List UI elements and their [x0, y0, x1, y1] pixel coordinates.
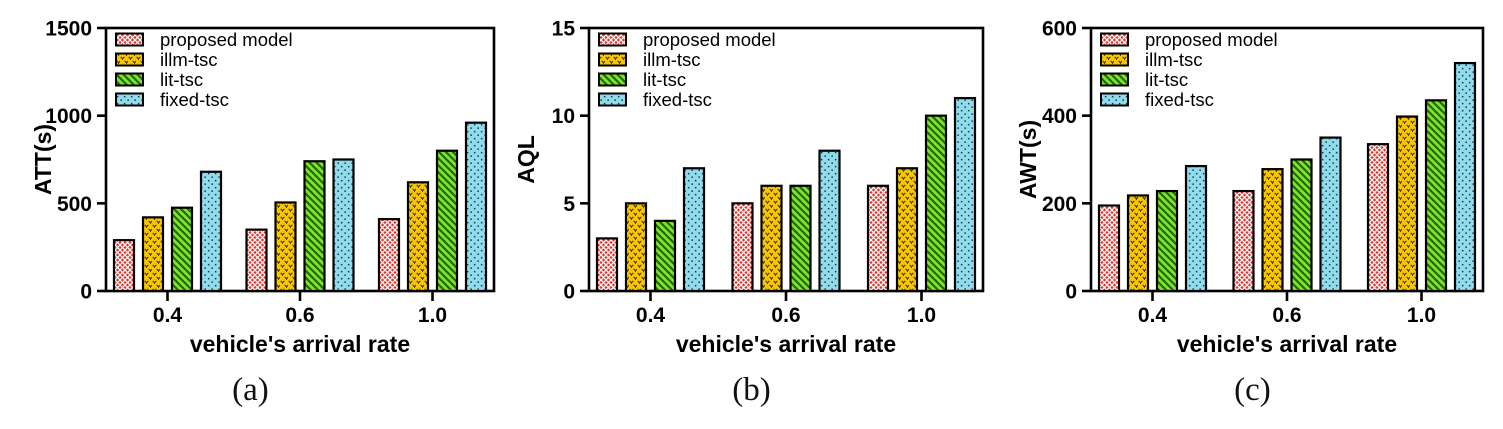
- x-tick-label: 0.4: [1138, 304, 1168, 327]
- bar: [377, 218, 401, 293]
- panel-caption-a: (a): [232, 372, 269, 408]
- bar: [653, 219, 677, 293]
- plot-svg-b: 0 5 10 15 0.4 0.6 1.0 vehicle's arrival rate AQL…: [513, 18, 985, 357]
- y-tick-label: 0: [80, 281, 92, 304]
- bar: [245, 228, 268, 293]
- x-tick-label: 1.0: [907, 304, 936, 327]
- bar: [866, 184, 890, 293]
- bar: [1155, 189, 1179, 293]
- x-tick-label: 0.4: [153, 304, 183, 327]
- bar: [1126, 194, 1150, 293]
- legend-label: proposed model: [160, 29, 293, 50]
- bar: [332, 158, 355, 293]
- x-axis-title: vehicle's arrival rate: [676, 331, 896, 357]
- y-tick-label: 1500: [45, 18, 92, 41]
- bar: [1261, 168, 1284, 293]
- chart-panel-c: 0 200 400 600 0.4 0.6 1.0 vehicle's arrival rat…: [1002, 0, 1503, 429]
- legend-label: illm-tsc: [1145, 49, 1203, 70]
- bar: [1290, 158, 1313, 293]
- bar: [1366, 143, 1390, 293]
- panel-caption-c: (c): [1234, 372, 1271, 408]
- chart-panel-a: 0 500 1000 1500 0.4 0.6 1.0 vehicle's arrival r…: [0, 0, 501, 429]
- bar: [1232, 189, 1255, 293]
- y-tick-label: 0: [563, 281, 575, 304]
- bar: [112, 239, 136, 293]
- x-axis-title: vehicle's arrival rate: [190, 331, 410, 357]
- bar: [731, 202, 754, 293]
- chart-panel-b: 0 5 10 15 0.4 0.6 1.0 vehicle's arrival rate AQL…: [501, 0, 1002, 429]
- y-tick-label: 10: [552, 105, 575, 128]
- bar: [141, 216, 165, 293]
- y-tick-label: 15: [552, 18, 576, 41]
- legend-label: lit-tsc: [160, 69, 203, 90]
- y-tick-label: 200: [1042, 193, 1077, 216]
- bar: [760, 184, 783, 293]
- plot-svg-a: 0 500 1000 1500 0.4 0.6 1.0 vehicle's arrival r…: [30, 18, 496, 357]
- bar: [170, 206, 194, 293]
- bar: [818, 149, 841, 293]
- bar: [682, 167, 706, 293]
- bar: [924, 114, 948, 293]
- y-tick-label: 0: [1065, 281, 1077, 304]
- x-tick-label: 0.6: [1272, 304, 1301, 327]
- legend-swatch: [598, 72, 627, 87]
- legend-swatch: [1100, 52, 1129, 67]
- x-tick-label: 0.6: [771, 304, 800, 327]
- bar: [274, 201, 297, 293]
- y-tick-label: 5: [563, 193, 575, 216]
- y-tick-label: 1000: [45, 105, 92, 128]
- x-tick-label: 0.4: [636, 304, 666, 327]
- bar: [406, 181, 430, 293]
- legend-swatch: [598, 32, 627, 47]
- bar: [1097, 204, 1121, 293]
- bar: [435, 149, 459, 293]
- legend-label: proposed model: [1145, 29, 1278, 50]
- legend-swatch: [115, 52, 144, 67]
- bar: [303, 160, 326, 293]
- legend-label: illm-tsc: [643, 49, 701, 70]
- bar: [199, 170, 223, 293]
- legend-swatch: [115, 32, 144, 47]
- y-tick-label: 500: [57, 193, 92, 216]
- bar: [789, 184, 812, 293]
- bar: [1319, 136, 1342, 293]
- bar: [464, 121, 488, 293]
- legend-label: fixed-tsc: [643, 89, 712, 110]
- plot-svg-c: 0 200 400 600 0.4 0.6 1.0 vehicle's arrival rat…: [1015, 18, 1485, 357]
- legend-label: proposed model: [643, 29, 776, 50]
- bar: [953, 97, 977, 293]
- bar: [1453, 61, 1477, 293]
- legend-label: lit-tsc: [643, 69, 686, 90]
- x-tick-label: 1.0: [418, 304, 447, 327]
- panel-caption-b: (b): [732, 372, 771, 408]
- legend-label: fixed-tsc: [1145, 89, 1214, 110]
- bar: [1184, 164, 1208, 293]
- x-tick-label: 1.0: [1407, 304, 1436, 327]
- legend-swatch: [115, 72, 144, 87]
- y-tick-label: 600: [1042, 18, 1077, 41]
- legend-label: lit-tsc: [1145, 69, 1188, 90]
- legend-swatch: [1100, 32, 1129, 47]
- legend-swatch: [598, 52, 627, 67]
- legend-swatch: [115, 92, 144, 107]
- x-tick-label: 0.6: [285, 304, 314, 327]
- bar: [895, 167, 919, 293]
- y-axis-title: ATT(s): [30, 124, 56, 195]
- y-tick-label: 400: [1042, 105, 1077, 128]
- bar: [1395, 115, 1419, 293]
- y-axis-title: AWT(s): [1015, 120, 1041, 199]
- y-axis-title: AQL: [513, 135, 539, 184]
- bar: [624, 202, 648, 293]
- legend-label: fixed-tsc: [160, 89, 229, 110]
- legend-swatch: [1100, 92, 1129, 107]
- bar: [595, 237, 619, 293]
- legend-swatch: [1100, 72, 1129, 87]
- legend-swatch: [598, 92, 627, 107]
- legend-label: illm-tsc: [160, 49, 218, 70]
- x-axis-title: vehicle's arrival rate: [1177, 331, 1397, 357]
- bar: [1424, 99, 1448, 293]
